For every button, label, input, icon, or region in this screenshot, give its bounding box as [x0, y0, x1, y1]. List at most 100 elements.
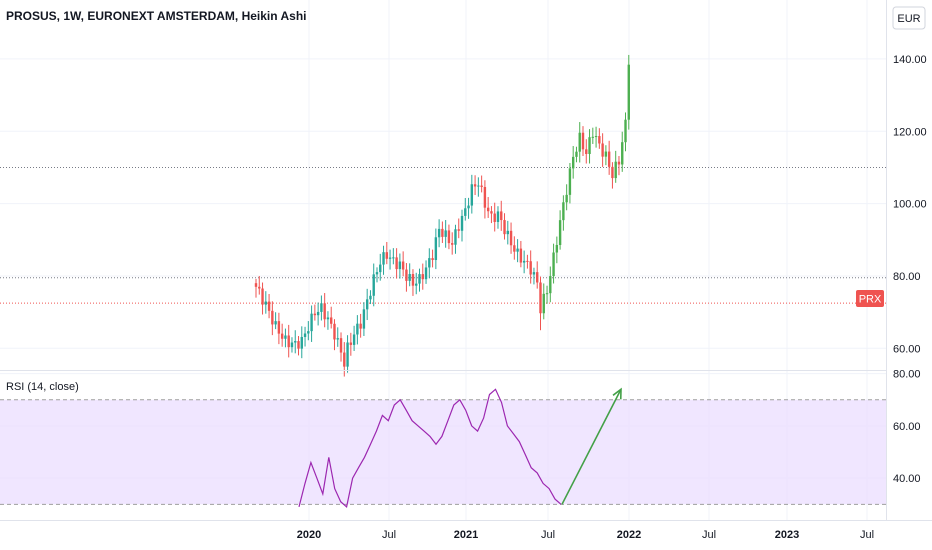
- candle-body: [395, 257, 398, 270]
- candle-body: [490, 211, 493, 214]
- candle-body: [307, 331, 310, 334]
- candle-body: [431, 258, 434, 261]
- currency-button[interactable]: EUR: [892, 6, 926, 30]
- time-tick-label: 2022: [617, 529, 641, 541]
- price-badge-label: PRX: [859, 294, 882, 306]
- candle-body: [254, 283, 258, 287]
- price-tick-label: 80.00: [893, 271, 921, 283]
- trend-arrow-head[interactable]: [612, 387, 622, 400]
- rsi-line: [298, 388, 562, 509]
- candle-body: [343, 352, 346, 367]
- candle-body: [424, 267, 428, 280]
- trend-arrow[interactable]: [561, 387, 622, 505]
- price-tick-label: 100.00: [893, 199, 927, 211]
- candle-body: [549, 276, 552, 294]
- candle-body: [532, 272, 536, 275]
- trend-arrow-shaft[interactable]: [561, 388, 622, 505]
- candle-body: [411, 274, 415, 286]
- candle-body: [320, 303, 323, 312]
- candle-body: [336, 338, 339, 340]
- candle-body: [271, 310, 274, 325]
- rsi-tick-label: 80.00: [893, 369, 921, 381]
- time-tick-label: Jul: [382, 529, 396, 541]
- candle-body: [545, 293, 549, 295]
- candle-body: [333, 323, 336, 340]
- candle-body: [503, 220, 506, 235]
- candle-body: [464, 208, 467, 216]
- candle-body: [585, 149, 588, 155]
- candle-body: [565, 194, 568, 203]
- candle-body: [624, 119, 627, 143]
- candle-body: [483, 186, 487, 208]
- candle-body: [601, 143, 604, 157]
- candle-body: [617, 161, 621, 165]
- candle-body: [588, 137, 591, 155]
- price-badge: PRX: [856, 290, 884, 307]
- candle-body: [287, 335, 290, 348]
- candle-body: [542, 293, 545, 314]
- candle-body: [594, 136, 598, 138]
- candle-body: [326, 317, 330, 320]
- candle-body: [339, 338, 343, 353]
- candle-body: [375, 272, 379, 275]
- candle-body: [362, 309, 366, 329]
- time-axis[interactable]: 2020 Jul 2021 Jul 2022 Jul 2023 Jul: [297, 529, 874, 541]
- horizontal-levels: [0, 166, 886, 304]
- candle-body: [526, 260, 529, 262]
- candle-body: [480, 185, 483, 187]
- candle-body: [516, 248, 519, 252]
- candles-group: [254, 54, 630, 377]
- rsi-axis[interactable]: 80.00 60.00 40.00: [893, 369, 921, 486]
- candle-body: [382, 252, 385, 265]
- candle-body: [313, 313, 317, 316]
- candle-body: [477, 185, 480, 187]
- candle-body: [506, 230, 509, 235]
- candle-body: [405, 269, 408, 281]
- price-tick-label: 60.00: [893, 343, 921, 355]
- rsi-tick-label: 40.00: [893, 473, 921, 485]
- candle-body: [316, 311, 320, 316]
- candle-body: [444, 230, 447, 237]
- candle-body: [369, 295, 372, 300]
- candle-body: [415, 283, 418, 286]
- time-tick-label: Jul: [702, 529, 716, 541]
- candle-body: [457, 229, 460, 231]
- candle-body: [290, 342, 294, 348]
- candle-body: [522, 260, 526, 263]
- candle-body: [418, 274, 421, 284]
- candle-body: [604, 151, 608, 157]
- candle-body: [621, 142, 624, 165]
- candle-body: [398, 261, 402, 270]
- candle-body: [513, 245, 516, 252]
- candle-body: [392, 257, 395, 259]
- candle-body: [467, 205, 470, 209]
- candle-body: [496, 211, 500, 222]
- currency-label: EUR: [897, 13, 920, 25]
- price-axis[interactable]: 140.00 120.00 100.00 80.00 60.00: [893, 54, 927, 355]
- candle-body: [454, 229, 457, 245]
- candle-body: [349, 342, 353, 345]
- time-tick-label: Jul: [541, 529, 555, 541]
- candle-body: [552, 252, 555, 277]
- candle-body: [568, 168, 572, 195]
- candle-body: [493, 213, 496, 222]
- candle-body: [428, 258, 431, 268]
- candle-body: [372, 274, 375, 296]
- time-tick-label: 2020: [297, 529, 321, 541]
- rsi-band: [0, 399, 886, 505]
- candle-body: [356, 323, 359, 335]
- candle-body: [519, 248, 523, 263]
- candle-body: [575, 151, 578, 157]
- candle-body: [284, 335, 287, 339]
- candle-body: [562, 202, 565, 221]
- candle-body: [310, 313, 313, 332]
- candle-body: [486, 207, 490, 212]
- time-tick-label: 2023: [775, 529, 799, 541]
- candle-body: [441, 228, 444, 237]
- candle-body: [473, 184, 477, 187]
- candle-body: [434, 237, 438, 261]
- candle-body: [300, 336, 303, 349]
- candle-body: [578, 132, 581, 152]
- candle-body: [555, 244, 559, 253]
